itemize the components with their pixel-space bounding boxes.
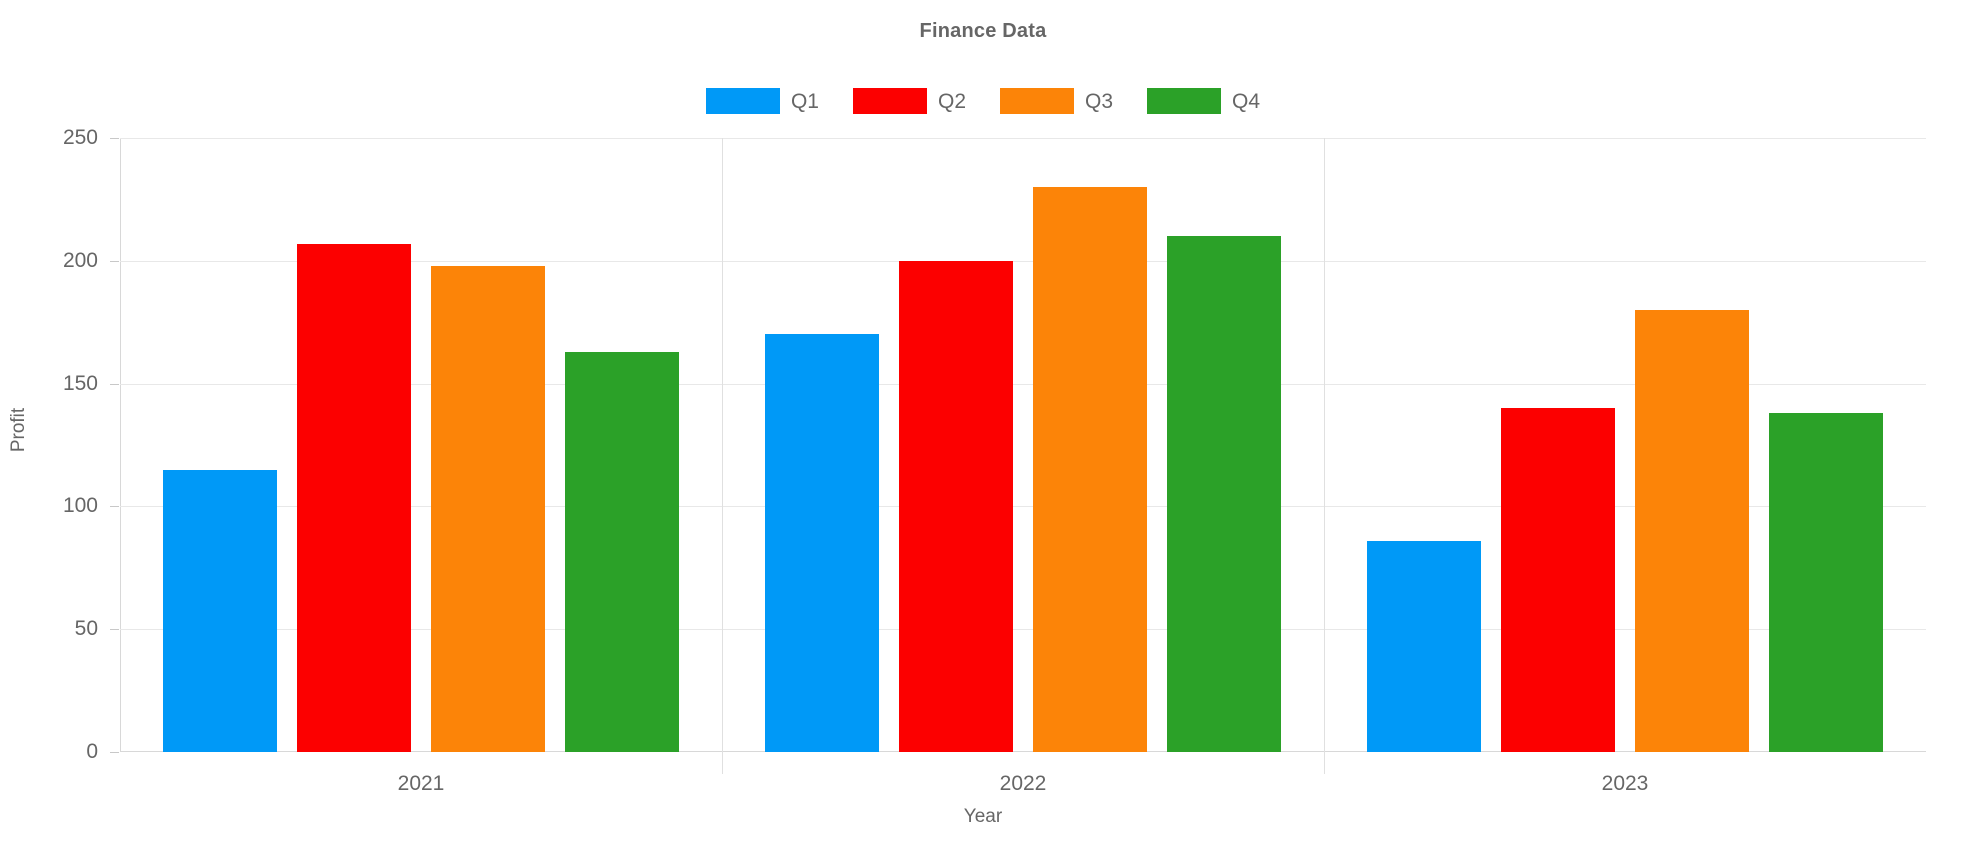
group-separator — [1324, 138, 1325, 774]
y-tick-mark — [110, 506, 119, 508]
gridline — [120, 383, 1926, 385]
bar-2023-Q4[interactable] — [1768, 413, 1884, 752]
bar-2021-Q2[interactable] — [296, 243, 412, 752]
group-separator — [722, 138, 723, 774]
y-tick-mark — [110, 383, 119, 385]
bar-2021-Q3[interactable] — [430, 265, 546, 752]
gridline — [120, 138, 1926, 139]
y-tick-mark — [110, 752, 119, 753]
gridline — [120, 629, 1926, 631]
legend-swatch-q3 — [1000, 88, 1074, 114]
x-axis-line — [120, 751, 1926, 752]
y-tick-label: 150 — [62, 371, 98, 395]
legend-swatch-q2 — [852, 88, 927, 114]
legend-label-q1: Q1 — [790, 89, 819, 113]
bar-2023-Q3[interactable] — [1634, 309, 1750, 752]
bar-2022-Q3[interactable] — [1032, 187, 1148, 752]
bar-2021-Q1[interactable] — [162, 469, 278, 752]
y-tick-label: 50 — [74, 617, 98, 641]
y-tick-label: 200 — [62, 248, 98, 272]
y-tick-label: 100 — [62, 494, 98, 518]
y-tick-label: 0 — [86, 740, 98, 763]
chart-title: Finance Data — [919, 20, 1047, 42]
bar-2022-Q2[interactable] — [898, 260, 1014, 752]
plot-area — [120, 138, 1926, 774]
gridline — [120, 260, 1926, 262]
legend-item-q3[interactable]: Q3 — [1000, 88, 1113, 114]
legend-label-q3: Q3 — [1085, 89, 1114, 113]
y-tick-mark — [110, 138, 119, 139]
bar-2021-Q4[interactable] — [564, 351, 680, 752]
gridline — [120, 506, 1926, 508]
y-tick-label: 250 — [62, 126, 98, 149]
bar-2023-Q1[interactable] — [1366, 540, 1482, 752]
y-axis-line — [120, 138, 121, 752]
bar-2022-Q1[interactable] — [764, 334, 880, 752]
x-tick-label: 2021 — [397, 772, 445, 795]
y-tick-mark — [110, 629, 119, 631]
legend-item-q2[interactable]: Q2 — [852, 88, 966, 114]
y-axis-label: Profit — [8, 407, 30, 453]
x-axis-label: Year — [963, 806, 1003, 827]
legend-item-q1[interactable]: Q1 — [705, 88, 819, 114]
bar-2023-Q2[interactable] — [1500, 408, 1616, 752]
chart-legend: Q1 Q2 Q3 Q4 — [0, 88, 1966, 114]
legend-swatch-q1 — [705, 88, 780, 114]
y-tick-mark — [110, 260, 119, 262]
legend-label-q2: Q2 — [937, 89, 966, 113]
x-tick-label: 2023 — [1601, 772, 1649, 795]
x-tick-label: 2022 — [999, 772, 1047, 795]
bar-2022-Q4[interactable] — [1166, 236, 1282, 752]
legend-item-q4[interactable]: Q4 — [1147, 88, 1260, 114]
legend-swatch-q4 — [1147, 88, 1222, 114]
legend-label-q4: Q4 — [1232, 89, 1261, 113]
